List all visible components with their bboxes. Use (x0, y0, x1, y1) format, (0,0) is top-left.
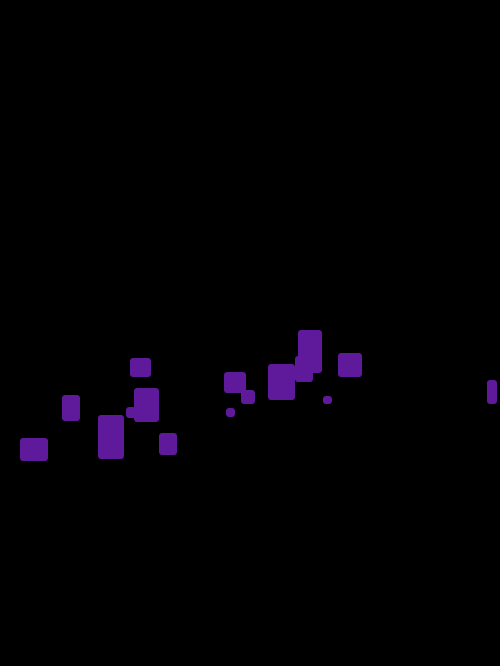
scatter-point (298, 330, 322, 373)
scatter-point (130, 358, 151, 377)
scatter-point (487, 380, 497, 404)
scatter-point (268, 364, 295, 400)
scatter-point (98, 415, 124, 459)
scatter-point (241, 390, 255, 404)
scatter-point (159, 433, 177, 455)
scatter-point (338, 353, 362, 377)
scatter-point (134, 388, 159, 422)
scatter-canvas (0, 0, 500, 666)
scatter-point (20, 438, 48, 461)
scatter-point (62, 395, 80, 421)
scatter-point (226, 408, 235, 417)
scatter-point (323, 396, 332, 404)
